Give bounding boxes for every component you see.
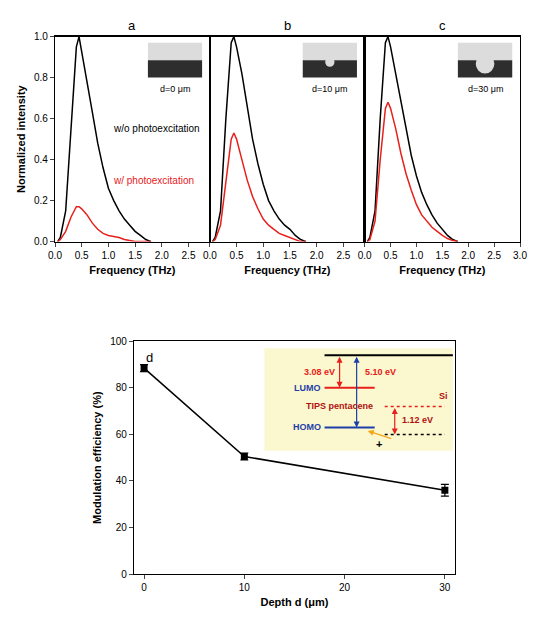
svg-text:1.5: 1.5 (435, 250, 449, 261)
svg-text:3.0: 3.0 (513, 250, 527, 261)
svg-text:0.4: 0.4 (34, 154, 48, 165)
svg-text:0: 0 (141, 582, 147, 593)
svg-text:0: 0 (121, 569, 127, 580)
svg-text:1.0: 1.0 (101, 250, 115, 261)
svg-text:0.0: 0.0 (358, 250, 372, 261)
svg-text:Depth d (μm): Depth d (μm) (261, 596, 329, 608)
svg-text:0.0: 0.0 (34, 236, 48, 247)
svg-text:0.5: 0.5 (75, 250, 89, 261)
svg-text:80: 80 (116, 382, 128, 393)
svg-text:0.5: 0.5 (230, 250, 244, 261)
svg-text:d=30 μm: d=30 μm (468, 84, 503, 94)
svg-text:3.08 eV: 3.08 eV (304, 367, 335, 377)
svg-text:2.0: 2.0 (310, 250, 324, 261)
svg-text:1.0: 1.0 (410, 250, 424, 261)
svg-text:0.5: 0.5 (384, 250, 398, 261)
svg-text:1.5: 1.5 (283, 250, 297, 261)
svg-text:2.5: 2.5 (336, 250, 350, 261)
svg-text:0.6: 0.6 (34, 113, 48, 124)
svg-text:40: 40 (116, 475, 128, 486)
svg-text:0.0: 0.0 (48, 250, 62, 261)
svg-text:d=0 μm: d=0 μm (160, 84, 190, 94)
svg-text:100: 100 (110, 336, 127, 347)
svg-text:2.5: 2.5 (487, 250, 501, 261)
svg-text:10: 10 (239, 582, 251, 593)
svg-text:0.2: 0.2 (34, 195, 48, 206)
svg-text:1.0: 1.0 (256, 250, 270, 261)
svg-text:0.8: 0.8 (34, 72, 48, 83)
svg-text:w/o photoexcitation: w/o photoexcitation (113, 123, 200, 134)
svg-text:1.12 eV: 1.12 eV (402, 415, 433, 425)
svg-text:2.0: 2.0 (155, 250, 169, 261)
svg-text:LUMO: LUMO (294, 383, 321, 393)
svg-text:60: 60 (116, 429, 128, 440)
svg-text:c: c (439, 18, 446, 33)
svg-text:5.10 eV: 5.10 eV (365, 367, 396, 377)
svg-text:Normalized intensity: Normalized intensity (15, 84, 27, 192)
svg-text:20: 20 (339, 582, 351, 593)
svg-text:1.0: 1.0 (34, 31, 48, 42)
svg-text:Frequency (THz): Frequency (THz) (244, 264, 331, 276)
svg-text:Frequency (THz): Frequency (THz) (399, 264, 486, 276)
svg-text:d: d (146, 350, 153, 365)
svg-text:a: a (128, 18, 136, 33)
svg-text:TIPS pentacene: TIPS pentacene (306, 401, 373, 411)
svg-text:Si: Si (439, 391, 448, 401)
svg-text:20: 20 (116, 522, 128, 533)
svg-text:1.5: 1.5 (128, 250, 142, 261)
svg-text:w/ photoexcitation: w/ photoexcitation (113, 175, 194, 186)
svg-text:0.0: 0.0 (203, 250, 217, 261)
svg-text:2.0: 2.0 (461, 250, 475, 261)
svg-text:HOMO: HOMO (293, 422, 321, 432)
svg-text:b: b (284, 18, 291, 33)
svg-text:2.5: 2.5 (182, 250, 196, 261)
svg-text:Frequency (THz): Frequency (THz) (89, 264, 176, 276)
svg-text:30: 30 (439, 582, 451, 593)
svg-text:Modulation efficiency (%): Modulation efficiency (%) (91, 391, 103, 524)
svg-text:d=10 μm: d=10 μm (312, 84, 347, 94)
svg-text:+: + (376, 438, 382, 450)
